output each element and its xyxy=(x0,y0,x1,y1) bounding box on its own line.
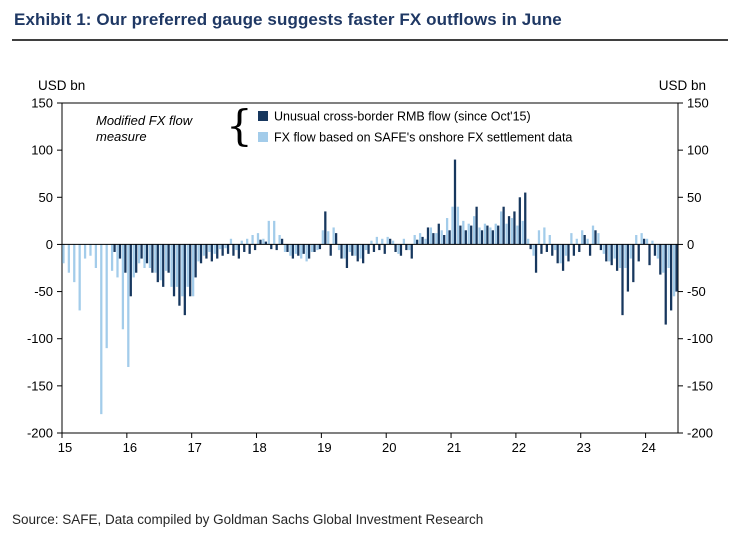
svg-text:16: 16 xyxy=(123,440,137,455)
legend-swatch xyxy=(258,132,268,142)
svg-text:18: 18 xyxy=(252,440,266,455)
svg-text:150: 150 xyxy=(31,96,53,111)
svg-text:23: 23 xyxy=(577,440,591,455)
svg-text:-200: -200 xyxy=(687,426,713,441)
legend-label: Unusual cross-border RMB flow (since Oct… xyxy=(274,110,531,124)
svg-text:Modified FX flow: Modified FX flow xyxy=(96,113,194,128)
y-axis: 150 150 100 100 50 50 0 0 -50 -50 -100 -100 -150 -150… xyxy=(27,96,713,441)
legend: Unusual cross-border RMB flow (since Oct… xyxy=(258,110,572,145)
svg-text:150: 150 xyxy=(687,96,709,111)
svg-text:17: 17 xyxy=(187,440,201,455)
svg-text:20: 20 xyxy=(382,440,396,455)
svg-text:0: 0 xyxy=(46,237,53,252)
svg-text:-200: -200 xyxy=(27,426,53,441)
y-axis-unit-right: USD bn xyxy=(658,78,706,93)
title-divider xyxy=(12,39,728,41)
svg-text:-100: -100 xyxy=(687,331,713,346)
svg-text:0: 0 xyxy=(687,237,694,252)
y-axis-unit-left: USD bn xyxy=(38,78,86,93)
bars-safe-flow xyxy=(62,206,676,415)
svg-text:100: 100 xyxy=(687,143,709,158)
svg-text:50: 50 xyxy=(687,190,701,205)
legend-swatch xyxy=(258,111,268,121)
svg-text:15: 15 xyxy=(58,440,72,455)
svg-text:19: 19 xyxy=(317,440,331,455)
bars-rmb-flow xyxy=(113,159,678,325)
svg-text:22: 22 xyxy=(512,440,526,455)
svg-text:measure: measure xyxy=(96,129,147,144)
x-axis: 15 16 17 18 19 20 21 22 23 24 xyxy=(58,433,656,455)
source-note: Source: SAFE, Data compiled by Goldman S… xyxy=(12,512,484,527)
svg-text:-150: -150 xyxy=(687,378,713,393)
svg-text:24: 24 xyxy=(641,440,655,455)
svg-text:50: 50 xyxy=(39,190,53,205)
svg-text:21: 21 xyxy=(447,440,461,455)
svg-text:-150: -150 xyxy=(27,378,53,393)
svg-text:100: 100 xyxy=(31,143,53,158)
plot-frame xyxy=(61,102,679,434)
svg-text:-50: -50 xyxy=(687,284,706,299)
brace-glyph: { xyxy=(226,101,253,150)
svg-text:-100: -100 xyxy=(27,331,53,346)
legend-label: FX flow based on SAFE's onshore FX settl… xyxy=(274,131,572,145)
chart-title: Exhibit 1: Our preferred gauge suggests … xyxy=(14,10,562,29)
bar-chart: 150 150 100 100 50 50 0 0 -50 -50 -100 -100 -150 -150… xyxy=(27,96,713,456)
svg-text:-50: -50 xyxy=(34,284,53,299)
